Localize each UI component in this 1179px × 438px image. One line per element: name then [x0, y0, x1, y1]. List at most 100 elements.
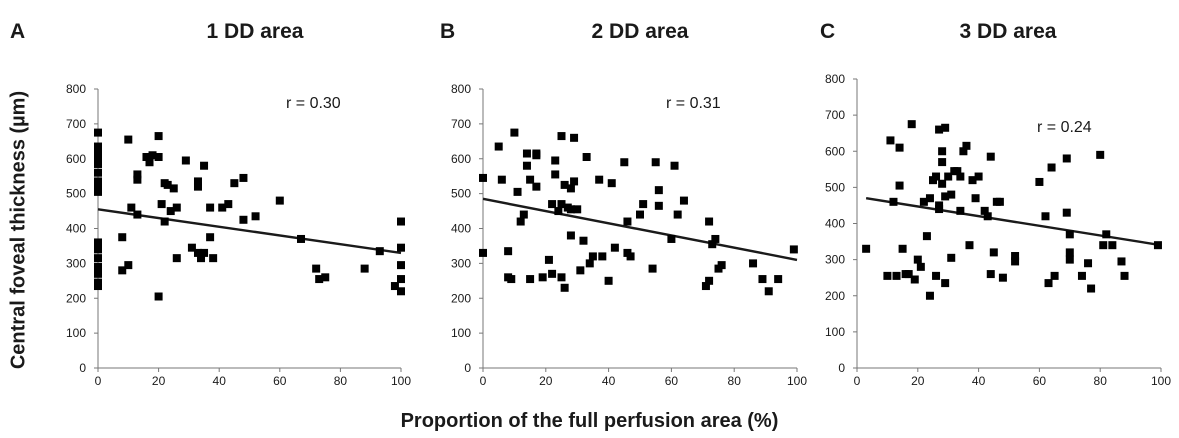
data-point: [573, 205, 582, 214]
data-point: [522, 161, 531, 170]
data-point: [397, 261, 405, 270]
data-point: [375, 247, 384, 256]
data-point: [94, 254, 102, 263]
data-point: [206, 233, 215, 242]
data-point: [895, 181, 904, 190]
data-point: [1120, 271, 1129, 280]
y-tick-label: 100: [451, 326, 471, 340]
y-tick-label: 500: [451, 187, 471, 201]
data-point: [94, 238, 102, 247]
data-point: [181, 156, 190, 165]
data-point: [626, 252, 635, 261]
data-point: [230, 179, 239, 188]
data-point: [390, 282, 399, 291]
data-point: [148, 151, 157, 160]
data-point: [516, 217, 525, 226]
data-point: [986, 152, 995, 161]
data-point: [312, 264, 321, 273]
y-tick-label: 400: [451, 222, 471, 236]
data-point: [526, 275, 535, 284]
data-point: [166, 207, 175, 216]
data-point: [938, 147, 947, 156]
data-point: [1108, 241, 1117, 250]
correlation-label: r = 0.30: [286, 95, 341, 112]
data-point: [1065, 248, 1074, 257]
y-tick-label: 400: [825, 217, 845, 231]
data-point: [94, 245, 102, 254]
data-point: [648, 264, 657, 273]
y-axis-label: Central foveal thickness (µm): [6, 80, 32, 380]
data-point: [209, 254, 218, 263]
data-point: [1096, 150, 1105, 159]
data-point: [938, 179, 947, 188]
data-point: [974, 172, 983, 181]
trend-line: [97, 208, 402, 255]
data-point: [494, 142, 503, 151]
x-tick-label: 80: [334, 374, 348, 388]
data-point: [576, 266, 585, 275]
data-point: [607, 179, 616, 188]
data-point: [160, 217, 169, 226]
data-point: [1047, 163, 1056, 172]
data-point: [913, 255, 922, 264]
data-point: [566, 231, 575, 240]
data-point: [941, 279, 950, 288]
data-point: [1065, 255, 1074, 264]
data-point: [118, 233, 127, 242]
data-point: [898, 244, 907, 253]
data-point: [163, 180, 172, 189]
y-tick-label: 600: [825, 144, 845, 158]
panel-letter: A: [10, 20, 25, 43]
data-point: [947, 190, 956, 199]
data-point: [154, 153, 163, 162]
data-point: [604, 276, 613, 285]
data-point: [636, 210, 644, 219]
data-point: [94, 262, 102, 271]
data-point: [538, 273, 547, 282]
y-tick-label: 0: [464, 361, 471, 375]
data-point: [532, 182, 541, 191]
data-point: [717, 261, 726, 270]
x-tick-label: 20: [539, 374, 553, 388]
data-point: [548, 200, 557, 209]
data-point: [749, 259, 758, 268]
trend-line: [482, 197, 798, 262]
data-point: [941, 192, 950, 201]
panel-title: 2 DD area: [592, 20, 689, 43]
data-point: [935, 201, 944, 210]
data-point: [133, 210, 142, 219]
data-point: [883, 271, 892, 280]
data-point: [595, 175, 604, 184]
data-point: [995, 197, 1004, 206]
data-point: [1050, 271, 1059, 280]
y-tick-label: 700: [451, 117, 471, 131]
data-point: [224, 200, 233, 209]
data-point: [654, 186, 663, 195]
data-point: [965, 241, 974, 250]
data-point: [275, 196, 284, 205]
data-point: [187, 243, 196, 252]
x-tick-label: 0: [854, 374, 861, 388]
data-point: [570, 177, 579, 186]
data-point: [157, 200, 166, 209]
data-point: [667, 234, 676, 243]
y-tick-label: 0: [838, 361, 845, 375]
y-tick-label: 100: [66, 326, 86, 340]
data-point: [1011, 257, 1020, 266]
data-point: [497, 175, 506, 184]
data-point: [218, 203, 227, 212]
data-point: [239, 173, 248, 182]
y-tick-label: 0: [79, 361, 86, 375]
data-point: [510, 128, 519, 137]
data-point: [962, 141, 971, 150]
data-point: [526, 175, 535, 184]
data-point: [1035, 177, 1044, 186]
data-point: [200, 248, 209, 257]
data-point: [94, 128, 102, 137]
data-point: [172, 203, 181, 212]
x-tick-label: 20: [152, 374, 166, 388]
data-point: [1044, 279, 1053, 288]
